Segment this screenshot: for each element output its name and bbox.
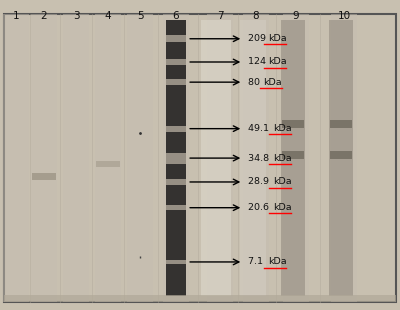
Bar	[243, 14, 269, 302]
Bar	[166, 79, 186, 85]
Text: 49.1: 49.1	[248, 124, 272, 133]
Text: 20.6: 20.6	[248, 203, 272, 212]
Text: 3: 3	[73, 11, 79, 21]
Bar	[166, 20, 186, 296]
Bar	[282, 120, 304, 128]
Bar	[166, 179, 186, 185]
Bar	[3, 14, 29, 302]
Text: 7: 7	[217, 11, 223, 21]
Text: kDa: kDa	[274, 203, 292, 212]
Bar	[331, 14, 357, 302]
Bar	[163, 14, 189, 302]
Text: 9: 9	[293, 11, 299, 21]
Bar	[329, 20, 353, 296]
Text: kDa: kDa	[263, 78, 282, 87]
Bar	[96, 161, 120, 167]
Text: 28.9: 28.9	[248, 177, 272, 187]
Bar	[166, 59, 186, 65]
Bar	[166, 260, 186, 264]
Bar	[201, 20, 231, 296]
Text: 80: 80	[248, 78, 263, 87]
Bar	[32, 173, 56, 180]
Text: 8: 8	[253, 11, 259, 21]
Text: 2: 2	[41, 11, 47, 21]
Text: kDa: kDa	[274, 177, 292, 187]
Bar	[31, 14, 57, 302]
Bar	[282, 151, 304, 159]
Text: 5: 5	[137, 11, 143, 21]
Bar	[207, 14, 233, 302]
Bar	[95, 14, 121, 302]
Text: kDa: kDa	[268, 257, 287, 267]
Text: 4: 4	[105, 11, 111, 21]
Text: kDa: kDa	[268, 57, 287, 67]
Bar	[330, 120, 352, 128]
Text: 209: 209	[248, 34, 269, 43]
Bar	[166, 205, 186, 210]
Text: kDa: kDa	[274, 153, 292, 163]
Bar	[166, 126, 186, 132]
Bar	[166, 153, 186, 164]
Text: 1: 1	[13, 11, 19, 21]
Text: 34.8: 34.8	[248, 153, 272, 163]
Bar	[127, 14, 153, 302]
Bar	[240, 20, 266, 296]
Bar	[283, 14, 309, 302]
Bar	[166, 35, 186, 42]
Text: kDa: kDa	[268, 34, 287, 43]
Text: 6: 6	[173, 11, 179, 21]
Text: 124: 124	[248, 57, 269, 67]
Bar	[281, 20, 305, 296]
Bar	[330, 151, 352, 159]
Text: kDa: kDa	[274, 124, 292, 133]
Bar	[63, 14, 89, 302]
Text: 10: 10	[338, 11, 350, 21]
Text: 7.1: 7.1	[248, 257, 266, 267]
Bar	[4, 294, 396, 302]
